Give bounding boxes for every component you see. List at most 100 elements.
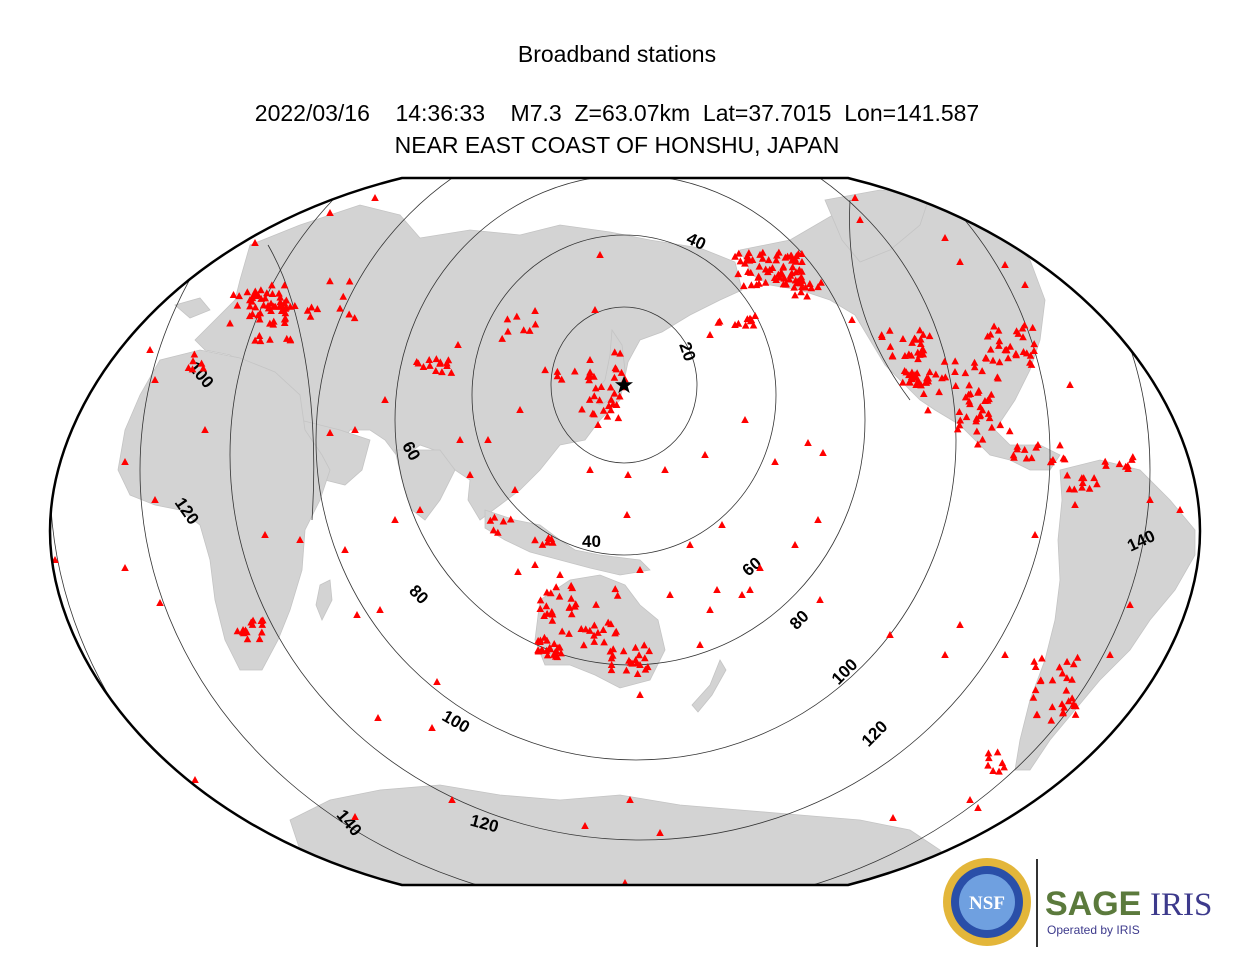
station-triangle xyxy=(581,822,589,829)
contour-20 xyxy=(550,306,698,464)
station-triangle xyxy=(545,643,554,651)
station-triangle xyxy=(282,296,291,304)
station-triangle xyxy=(555,592,564,600)
station-triangle xyxy=(381,396,389,403)
station-triangle xyxy=(814,283,822,291)
station-triangle xyxy=(540,612,548,620)
station-triangle xyxy=(900,367,909,375)
station-triangle xyxy=(1146,496,1154,503)
station-triangle xyxy=(771,458,779,465)
station-triangle xyxy=(280,315,289,323)
station-triangle xyxy=(994,374,1002,382)
station-triangle xyxy=(239,626,247,634)
station-triangle xyxy=(1047,458,1055,466)
station-triangle xyxy=(734,270,742,278)
station-triangle xyxy=(1071,710,1080,718)
contour-80 xyxy=(315,178,957,761)
station-triangle xyxy=(490,513,499,521)
station-triangle xyxy=(543,588,551,596)
station-triangle xyxy=(599,406,608,414)
station-triangle xyxy=(1078,478,1087,486)
station-triangle xyxy=(791,291,799,299)
station-triangle xyxy=(594,628,602,636)
station-triangle xyxy=(506,515,515,523)
station-triangle xyxy=(918,345,927,353)
station-triangle xyxy=(619,647,628,655)
station-triangle xyxy=(798,257,806,265)
station-triangle xyxy=(686,541,694,548)
station-triangle xyxy=(591,306,599,313)
logo-block: NSF SAGE IRIS Operated by IRIS xyxy=(940,855,1220,950)
station-triangle xyxy=(548,616,557,624)
station-triangle xyxy=(1078,483,1086,491)
station-triangle xyxy=(986,330,995,338)
station-triangle xyxy=(597,382,606,390)
station-triangle xyxy=(1030,340,1038,348)
station-triangle xyxy=(985,395,993,403)
station-triangle xyxy=(661,466,669,473)
station-triangle xyxy=(951,367,959,375)
station-triangle xyxy=(543,636,551,644)
event-info: 2022/03/16 14:36:33 M7.3 Z=63.07km Lat=3… xyxy=(254,100,980,126)
station-triangle xyxy=(1034,441,1042,449)
station-triangle xyxy=(184,364,193,372)
station-triangle xyxy=(447,368,456,376)
station-triangle xyxy=(286,336,295,344)
station-triangle xyxy=(586,368,594,376)
station-triangle xyxy=(643,663,652,671)
station-triangle xyxy=(550,640,559,648)
station-triangle xyxy=(791,541,799,548)
station-triangle xyxy=(541,366,549,374)
station-triangle xyxy=(233,627,242,635)
station-triangle xyxy=(276,293,285,301)
station-triangle xyxy=(1058,669,1067,677)
station-triangle xyxy=(780,274,788,282)
station-triangle xyxy=(1056,441,1064,449)
station-triangle xyxy=(578,405,586,413)
station-triangle xyxy=(571,600,580,608)
station-triangle xyxy=(916,340,925,348)
station-triangle xyxy=(611,629,619,637)
station-triangle xyxy=(889,814,897,821)
station-triangle xyxy=(1038,654,1046,662)
station-triangle xyxy=(568,584,577,592)
station-triangle xyxy=(961,369,970,377)
station-triangle xyxy=(248,310,257,318)
station-triangle xyxy=(571,367,579,375)
station-triangle xyxy=(622,666,631,674)
station-triangle xyxy=(806,279,814,287)
station-triangle xyxy=(1047,716,1056,724)
distance-contours xyxy=(50,178,1200,885)
station-triangle xyxy=(531,536,539,544)
station-triangle xyxy=(543,538,552,546)
station-triangle xyxy=(531,320,540,328)
station-triangle xyxy=(257,294,265,302)
station-triangle xyxy=(1062,686,1071,694)
station-triangle xyxy=(269,317,278,325)
station-triangle xyxy=(1079,474,1088,482)
station-triangle xyxy=(251,239,259,246)
station-triangle xyxy=(635,651,643,659)
station-triangle xyxy=(898,378,907,386)
station-triangle xyxy=(590,372,598,380)
station-triangle xyxy=(586,626,594,634)
station-triangle xyxy=(984,409,993,417)
station-triangle xyxy=(594,421,602,428)
station-triangle xyxy=(615,392,624,400)
station-triangle xyxy=(503,315,512,323)
station-triangle xyxy=(773,251,781,259)
station-triangle xyxy=(747,281,756,289)
station-triangle xyxy=(1069,660,1078,668)
station-triangle xyxy=(504,327,512,335)
station-triangle xyxy=(229,291,238,299)
station-triangle xyxy=(607,395,616,403)
station-triangle xyxy=(816,596,824,603)
station-triangle xyxy=(1029,693,1038,701)
station-triangle xyxy=(607,406,615,414)
station-triangle xyxy=(258,628,266,636)
station-triangle xyxy=(543,651,552,659)
station-triangle xyxy=(984,761,992,769)
station-triangle xyxy=(972,417,980,425)
station-triangle xyxy=(966,390,975,398)
station-triangle xyxy=(996,421,1005,429)
